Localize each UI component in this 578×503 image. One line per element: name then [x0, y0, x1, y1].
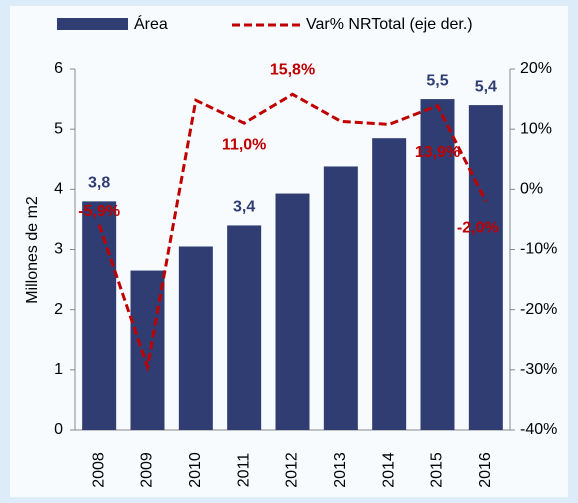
- y-tick-label: 0: [54, 421, 63, 438]
- legend-swatch: [57, 18, 128, 30]
- y2-tick-label: -30%: [520, 361, 557, 378]
- y-axis-title: Millones de m2: [24, 196, 41, 304]
- line-label: 11,0%: [222, 136, 266, 153]
- bar: [178, 246, 213, 430]
- bar-label: 3,4: [233, 199, 255, 216]
- y-tick-label: 4: [54, 181, 63, 198]
- bar-label: 3,8: [88, 175, 110, 192]
- y2-tick-label: 20%: [520, 60, 552, 77]
- y-tick-label: 3: [54, 241, 63, 258]
- x-tick-label: 2014: [380, 452, 397, 488]
- line-label: 13,9%: [415, 144, 460, 161]
- x-tick-label: 2016: [477, 452, 494, 488]
- x-tick-label: 2012: [284, 452, 301, 488]
- x-tick-label: 2013: [332, 452, 349, 488]
- bar: [82, 201, 117, 430]
- x-tick-label: 2015: [429, 452, 446, 488]
- line-label: -2,0%: [457, 220, 499, 237]
- line-label: 15,8%: [270, 61, 315, 78]
- line: [97, 92, 488, 373]
- y-tick-label: 1: [54, 361, 63, 378]
- line-label: -5,9%: [78, 203, 120, 220]
- y2-tick-label: -40%: [520, 421, 557, 438]
- bar: [420, 99, 455, 430]
- bar: [275, 193, 310, 430]
- y2-tick-label: -20%: [520, 301, 557, 318]
- legend-label: Var% NRTotal (eje der.): [306, 16, 473, 33]
- x-tick-label: 2009: [139, 452, 156, 488]
- x-tick-label: 2010: [187, 452, 204, 488]
- bar-label: 5,4: [475, 78, 497, 95]
- bar: [227, 225, 262, 430]
- x-tick-label: 2011: [235, 453, 252, 488]
- y2-tick-label: 10%: [520, 120, 552, 137]
- y-tick-label: 5: [54, 120, 63, 137]
- y2-tick-label: -10%: [520, 241, 557, 258]
- bar: [468, 105, 503, 430]
- legend-label: Área: [134, 14, 168, 33]
- bar: [323, 166, 358, 430]
- bar-label: 5,5: [426, 72, 448, 89]
- bar: [372, 138, 407, 431]
- y-tick-label: 2: [54, 301, 63, 318]
- x-tick-label: 2008: [90, 452, 107, 488]
- y-tick-label: 6: [54, 60, 63, 77]
- y2-tick-label: 0%: [520, 181, 543, 198]
